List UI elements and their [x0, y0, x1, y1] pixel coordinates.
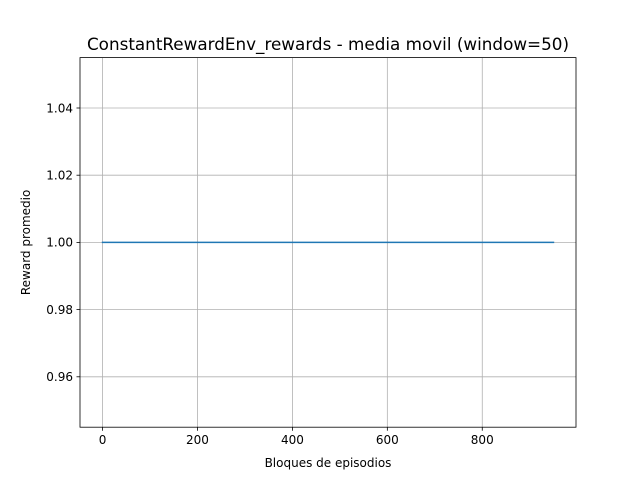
x-tick-label: 200 [186, 433, 209, 447]
y-tick-label: 0.98 [46, 303, 73, 317]
x-axis-label: Bloques de episodios [265, 456, 392, 470]
y-tick-label: 1.04 [46, 101, 73, 115]
x-tick-label: 800 [471, 433, 494, 447]
x-tick-label: 0 [99, 433, 107, 447]
y-tick-label: 0.96 [46, 370, 73, 384]
y-axis-label: Reward promedio [19, 190, 33, 296]
chart-title: ConstantRewardEnv_rewards - media movil … [87, 34, 569, 55]
y-axis-ticks: 0.96 0.98 1.00 1.02 1.04 [46, 101, 80, 384]
y-tick-label: 1.02 [46, 169, 73, 183]
x-tick-label: 600 [376, 433, 399, 447]
x-tick-label: 400 [281, 433, 304, 447]
y-tick-label: 1.00 [46, 236, 73, 250]
x-axis-ticks: 0 200 400 600 800 [99, 427, 494, 447]
